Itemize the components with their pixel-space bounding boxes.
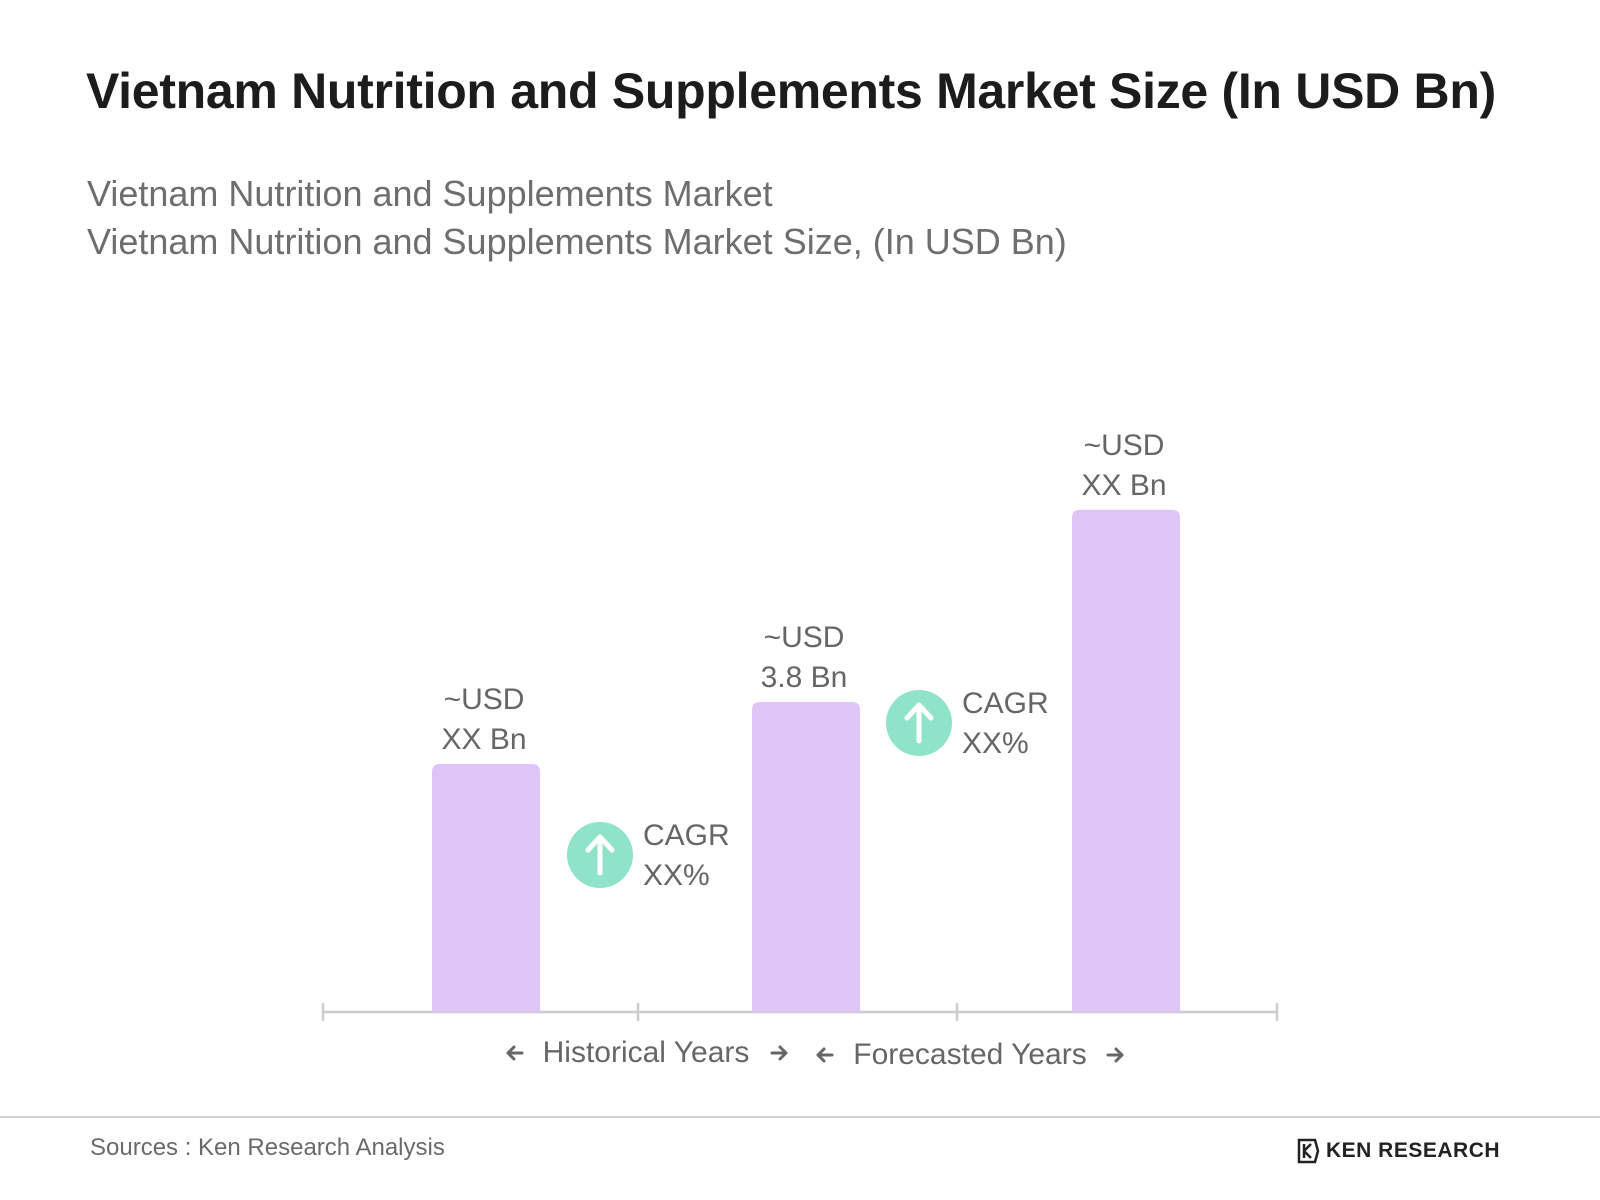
- chart-subtitle: Vietnam Nutrition and Supplements Market: [87, 173, 773, 214]
- bar-1-value-label: XX Bn: [441, 723, 526, 756]
- cagr-1-arrow-up-icon: [585, 834, 615, 876]
- brand-logo: KEN RESEARCH: [1296, 1138, 1500, 1164]
- period-1-label: Historical Years: [543, 1036, 750, 1069]
- bar-3: [1072, 509, 1180, 1012]
- period-2-arrow-left-icon: [816, 1047, 834, 1063]
- ken-research-logo-icon: [1297, 1138, 1320, 1164]
- bar-1-label-prefix: ~USD: [444, 683, 525, 716]
- period-1-arrow-left-icon: [506, 1045, 524, 1061]
- cagr-1-label: CAGR: [643, 819, 730, 852]
- cagr-2-label: CAGR: [962, 687, 1049, 720]
- bar-2-value-label: 3.8 Bn: [761, 661, 848, 694]
- bar-2: [752, 702, 860, 1012]
- chart-caption: Vietnam Nutrition and Supplements Market…: [87, 221, 1067, 262]
- bar-chart: ~USD XX Bn ~USD 3.8 Bn ~USD XX Bn CAGR XX% CAGR X…: [321, 429, 1279, 1071]
- brand-name: KEN RESEARCH: [1326, 1139, 1501, 1162]
- period-2-label: Forecasted Years: [853, 1038, 1086, 1071]
- bar-3-value-label: XX Bn: [1081, 469, 1166, 502]
- page-title: Vietnam Nutrition and Supplements Market…: [86, 63, 1496, 119]
- source-note: Sources : Ken Research Analysis: [90, 1134, 445, 1161]
- footer-divider: [0, 1116, 1600, 1118]
- period-1-arrow-right-icon: [770, 1045, 788, 1061]
- cagr-1-value: XX%: [643, 859, 710, 892]
- bar-2-label-prefix: ~USD: [764, 621, 845, 654]
- bar-3-label-prefix: ~USD: [1084, 429, 1165, 462]
- bar-1: [432, 764, 540, 1012]
- period-2-arrow-right-icon: [1106, 1047, 1124, 1063]
- cagr-2-value: XX%: [962, 727, 1029, 760]
- cagr-2-arrow-up-icon: [904, 702, 934, 744]
